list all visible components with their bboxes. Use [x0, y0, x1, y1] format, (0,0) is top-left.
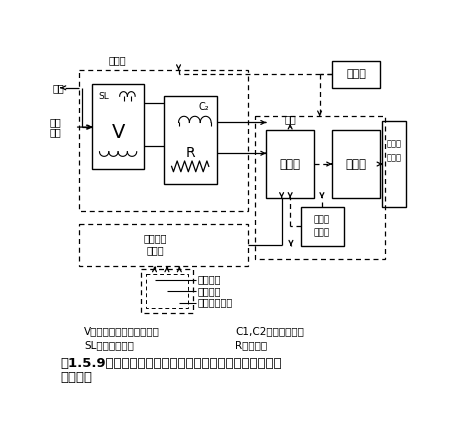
- Text: SL: SL: [98, 92, 109, 101]
- Text: SL：試料計料管: SL：試料計料管: [84, 340, 134, 350]
- Text: 検出器: 検出器: [280, 158, 301, 171]
- Text: 路構成例: 路構成例: [61, 371, 93, 384]
- Text: R: R: [185, 146, 195, 160]
- Text: 消　炎: 消 炎: [314, 215, 330, 224]
- Text: R：抵抗管: R：抵抗管: [235, 340, 267, 350]
- Text: キャリアガス: キャリアガス: [198, 298, 233, 307]
- Text: 指　示: 指 示: [386, 140, 401, 148]
- Text: 分離部: 分離部: [108, 54, 126, 65]
- Text: 燃料ガス: 燃料ガス: [198, 275, 222, 284]
- Text: 排出: 排出: [53, 83, 65, 93]
- FancyBboxPatch shape: [266, 130, 314, 198]
- FancyBboxPatch shape: [164, 96, 217, 184]
- Text: C1,C2：分離カラム: C1,C2：分離カラム: [235, 326, 304, 337]
- Text: 記録計: 記録計: [386, 153, 401, 163]
- Text: 検知器: 検知器: [314, 228, 330, 237]
- Text: 制御部: 制御部: [147, 245, 164, 255]
- Text: C₂: C₂: [198, 102, 209, 113]
- Text: V：試料導入、流路切換弁: V：試料導入、流路切換弁: [84, 326, 160, 337]
- Text: 制御部: 制御部: [346, 69, 366, 79]
- Text: 助燃ガス: 助燃ガス: [198, 286, 222, 296]
- FancyBboxPatch shape: [382, 121, 405, 207]
- Text: 図1.5.9　メタン・非メタン炭化水素測定方式の分析部流: 図1.5.9 メタン・非メタン炭化水素測定方式の分析部流: [61, 358, 283, 370]
- FancyBboxPatch shape: [332, 61, 380, 88]
- FancyBboxPatch shape: [301, 207, 344, 246]
- Text: 大気: 大気: [50, 128, 61, 137]
- Text: 試料: 試料: [50, 117, 61, 128]
- FancyBboxPatch shape: [332, 130, 380, 198]
- Text: ガス流量: ガス流量: [143, 233, 167, 243]
- Text: 増幅器: 増幅器: [345, 158, 367, 171]
- Text: 排気: 排気: [284, 114, 296, 124]
- FancyBboxPatch shape: [92, 84, 144, 169]
- Text: V: V: [111, 123, 125, 142]
